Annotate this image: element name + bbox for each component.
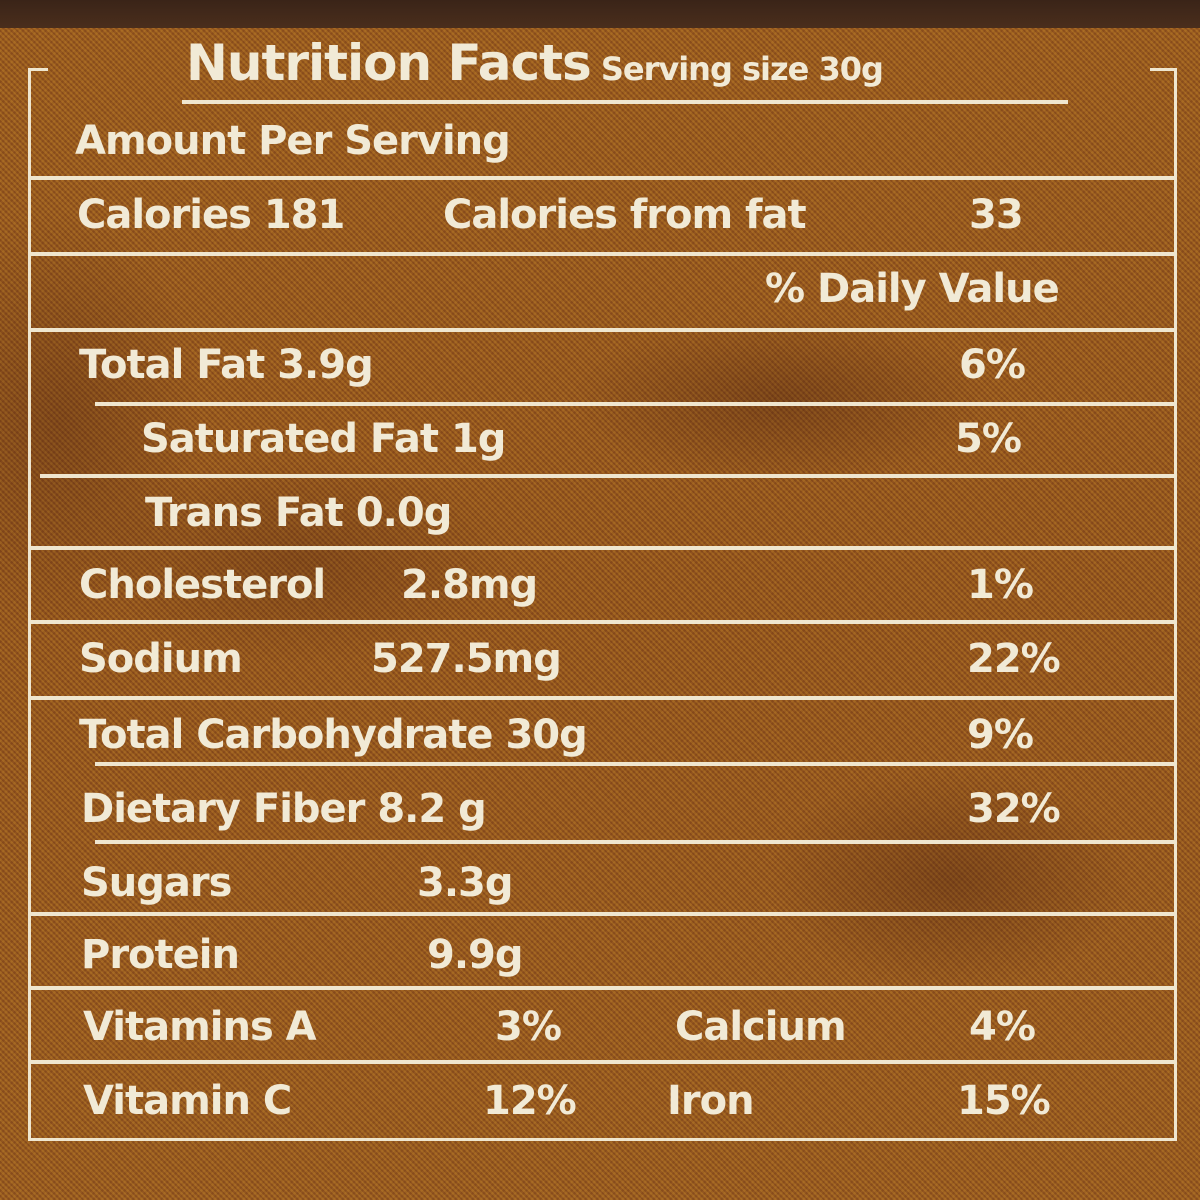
calories: Calories 181: [77, 192, 345, 238]
nutrient-name: Cholesterol: [79, 562, 326, 608]
amount-per-serving: Amount Per Serving: [75, 118, 511, 164]
divider: [95, 762, 1174, 766]
mineral-value: 4%: [969, 1004, 1036, 1050]
nutrient-name: Protein: [81, 932, 240, 978]
nutrient-amount: 3.3g: [417, 860, 513, 906]
mineral-name: Iron: [667, 1078, 755, 1124]
vitamin-value: 3%: [495, 1004, 562, 1050]
divider: [95, 402, 1174, 406]
nutrient-name: Total Carbohydrate 30g: [79, 712, 588, 758]
nutrient-name: Total Fat 3.9g: [79, 342, 374, 388]
divider: [95, 840, 1174, 844]
calories-from-fat-label: Calories from fat: [443, 192, 807, 238]
nutrient-dv: 32%: [967, 786, 1061, 832]
frame-top-left-stub: [28, 68, 48, 71]
nutrient-name: Trans Fat 0.0g: [145, 490, 452, 536]
divider: [31, 252, 1174, 256]
divider: [31, 986, 1174, 990]
nutrient-dv: 22%: [967, 636, 1061, 682]
divider: [40, 474, 1174, 478]
mineral-name: Calcium: [675, 1004, 847, 1050]
nutrient-dv: 6%: [959, 342, 1026, 388]
nutrient-amount: 2.8mg: [401, 562, 538, 608]
mineral-value: 15%: [957, 1078, 1051, 1124]
divider: [31, 176, 1174, 180]
nutrient-name: Saturated Fat 1g: [141, 416, 506, 462]
nutrient-dv: 9%: [967, 712, 1034, 758]
calories-from-fat-value: 33: [969, 192, 1024, 238]
nutrient-name: Sodium: [79, 636, 243, 682]
title-rule: [182, 100, 1068, 104]
vitamin-name: Vitamin C: [83, 1078, 292, 1124]
vitamin-value: 12%: [483, 1078, 577, 1124]
nutrient-dv: 5%: [955, 416, 1022, 462]
title-text: Nutrition Facts: [186, 34, 592, 92]
divider: [31, 620, 1174, 624]
divider: [31, 912, 1174, 916]
divider: [31, 1060, 1174, 1064]
frame-top-right-stub: [1150, 68, 1174, 71]
label-frame: [28, 68, 1177, 1141]
nutrient-dv: 1%: [967, 562, 1034, 608]
package-edge: [0, 0, 1200, 28]
divider: [31, 328, 1174, 332]
label-title: Nutrition Facts Serving size 30g: [186, 34, 884, 92]
nutrient-name: Sugars: [81, 860, 232, 906]
serving-size: Serving size 30g: [600, 50, 884, 88]
nutrient-name: Dietary Fiber 8.2 g: [81, 786, 487, 832]
divider: [31, 696, 1174, 700]
daily-value-header: % Daily Value: [765, 266, 1060, 312]
divider: [31, 546, 1174, 550]
nutrient-amount: 527.5mg: [371, 636, 562, 682]
nutrient-amount: 9.9g: [427, 932, 523, 978]
vitamin-name: Vitamins A: [83, 1004, 317, 1050]
